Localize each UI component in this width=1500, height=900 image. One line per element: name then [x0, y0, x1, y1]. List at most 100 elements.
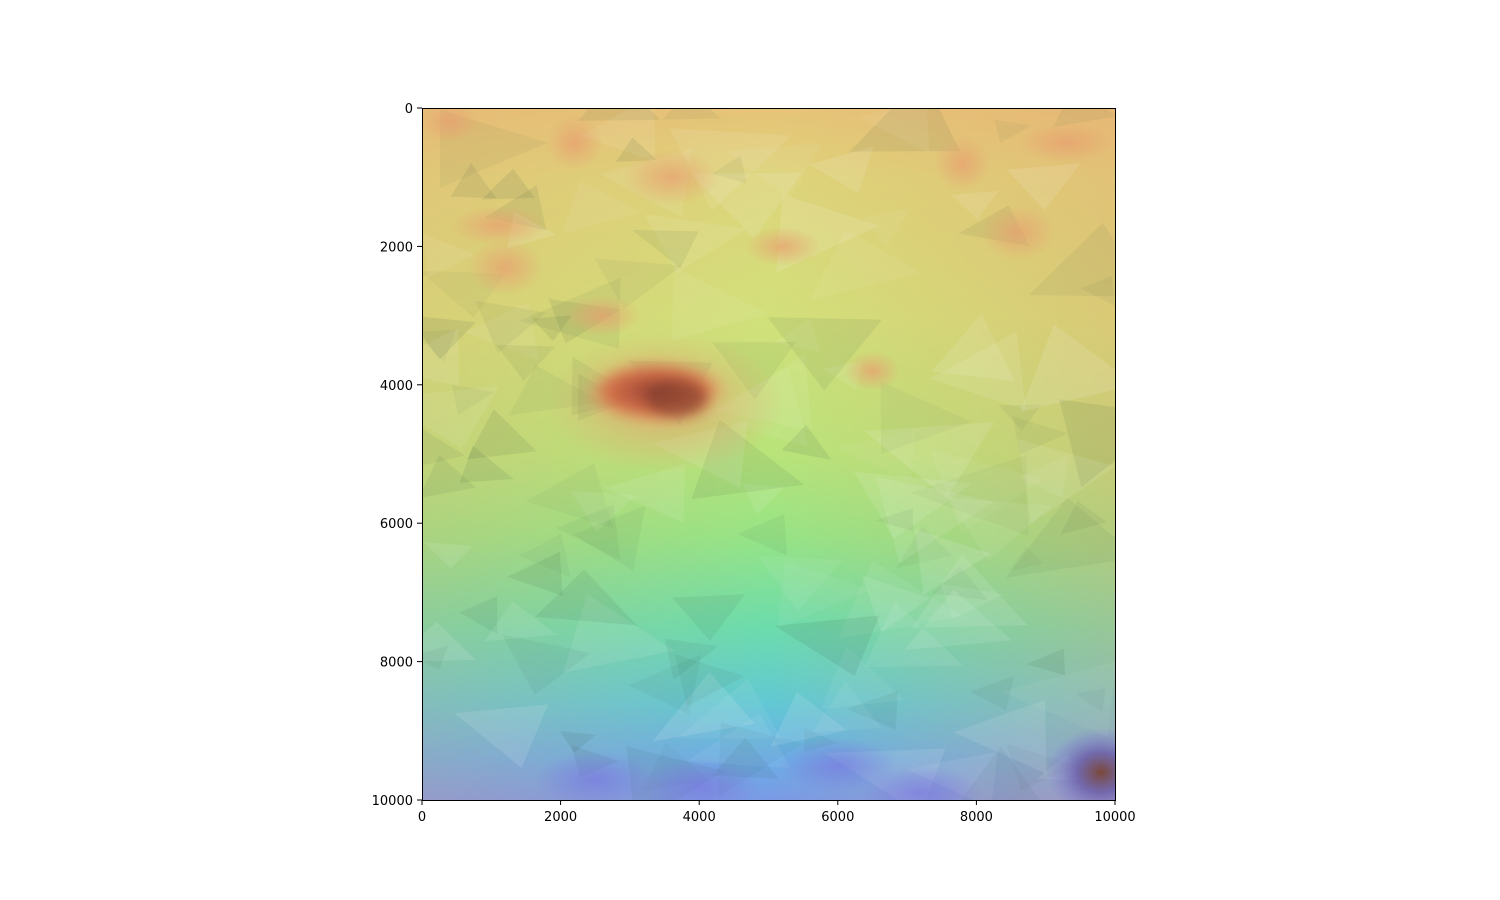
hillshade-facet [422, 233, 476, 278]
peak-core [646, 380, 707, 417]
hillshade-facet [895, 526, 953, 569]
hillshade-facet [459, 445, 514, 483]
hillshade-facet [628, 654, 702, 715]
warm-spot [844, 350, 901, 391]
hillshade-facet [1053, 108, 1115, 128]
warm-spot [467, 239, 544, 296]
x-tick-label: 4000 [683, 810, 716, 825]
hillshade-facet [676, 678, 782, 739]
hillshade-facet [737, 513, 788, 556]
hillshade-facet [570, 491, 636, 533]
hillshade-facet [690, 172, 803, 239]
hillshade-facet [1026, 648, 1065, 676]
hillshade-facet [861, 208, 912, 247]
warm-spot [934, 135, 991, 192]
hillshade-facet [661, 108, 721, 120]
hillshade-facet [770, 691, 847, 747]
hillshade-facet [669, 128, 792, 211]
hillshade-facet [422, 316, 476, 360]
hillshade-facet [1009, 546, 1045, 571]
hillshade-facet [862, 575, 929, 633]
hillshade-facet [940, 583, 1005, 620]
hillshade-facet [484, 601, 557, 642]
heatmap-plot-area [422, 108, 1115, 800]
hillshade-facet [875, 508, 914, 532]
hillshade-facet [422, 645, 449, 670]
warm-spot [1018, 122, 1115, 163]
hillshade-facet [466, 409, 537, 460]
hillshade-facet [1075, 687, 1106, 713]
x-tick-label: 10000 [1094, 810, 1135, 825]
hillshade-facet [563, 594, 675, 673]
hillshade-facet [838, 560, 963, 639]
x-tick-label: 2000 [544, 810, 577, 825]
hillshade-facet [930, 331, 1027, 411]
hillshade-facet [953, 699, 1047, 774]
hillshade-facet [931, 313, 1015, 382]
low-spot [860, 765, 981, 800]
low-spot [777, 737, 898, 794]
hillshade-facet [534, 569, 638, 626]
hillshade-facet [960, 746, 1040, 800]
y-axis: 0 2000 4000 6000 8000 10000 [372, 102, 422, 809]
hillshade-facet [525, 463, 614, 529]
hillshade-facet [847, 690, 898, 730]
low-spot [639, 758, 760, 800]
hillshade-facet [422, 428, 465, 466]
hillshade-facet [1001, 661, 1115, 738]
hillshade-facet [904, 589, 1013, 650]
hillshade-facet [777, 560, 870, 629]
hillshade-facet [556, 504, 621, 561]
hillshade-facet [812, 681, 882, 733]
hillshade-facet [911, 554, 1028, 628]
hillshade-facet [758, 555, 843, 611]
hillshade-facet [481, 168, 535, 200]
y-tick-label: 0 [405, 102, 413, 117]
hillshade-facet [459, 596, 498, 635]
hillshade-facet [644, 213, 747, 274]
hillshade-facet [496, 344, 556, 381]
hillshade-facet [834, 429, 916, 481]
hillshade-facet [932, 565, 988, 601]
hillshade-facet [562, 180, 642, 234]
hillshade-facet [910, 454, 1029, 536]
y-tick-label: 4000 [380, 379, 413, 394]
hillshade-facet [532, 315, 573, 342]
warm-spot [546, 114, 603, 171]
hillshade-facet [1006, 744, 1078, 791]
hillshade-facet [1017, 439, 1115, 524]
hillshade-facet [864, 422, 995, 499]
hillshade-facet [875, 476, 995, 564]
hillshade-facet [880, 381, 972, 455]
hillshade-facet [686, 713, 791, 769]
x-tick-label: 6000 [821, 810, 854, 825]
warm-spot [744, 226, 821, 267]
hillshade-facet [603, 464, 685, 523]
hillshade-facet [781, 424, 832, 460]
hillshade-facet [742, 483, 785, 515]
hillshade-facet [450, 163, 497, 199]
hillshade-facet [1012, 416, 1068, 455]
low-corner-feature [1046, 727, 1115, 800]
hillshade-facet [422, 454, 476, 498]
y-tick-label: 8000 [380, 656, 413, 671]
hillshade-facet [672, 594, 746, 641]
hillshade-facet [947, 497, 1052, 561]
x-tick-label: 8000 [960, 810, 993, 825]
warm-spot [979, 204, 1056, 261]
hillshade-facet [507, 551, 563, 596]
hillshade-facet [559, 731, 596, 753]
warm-spot [422, 108, 478, 142]
hillshade-facet [519, 533, 571, 578]
y-tick-label: 2000 [380, 240, 413, 255]
warm-spot [564, 295, 641, 336]
hillshade-facet [580, 108, 656, 162]
low-spot [535, 751, 656, 800]
hillshade-facet [1020, 324, 1115, 412]
hillshade-facet [652, 672, 755, 742]
hillshade-facet [631, 229, 699, 268]
terrain-features [422, 108, 1115, 800]
hillshade-facet [929, 450, 1045, 533]
hillshade-facet [725, 143, 822, 199]
